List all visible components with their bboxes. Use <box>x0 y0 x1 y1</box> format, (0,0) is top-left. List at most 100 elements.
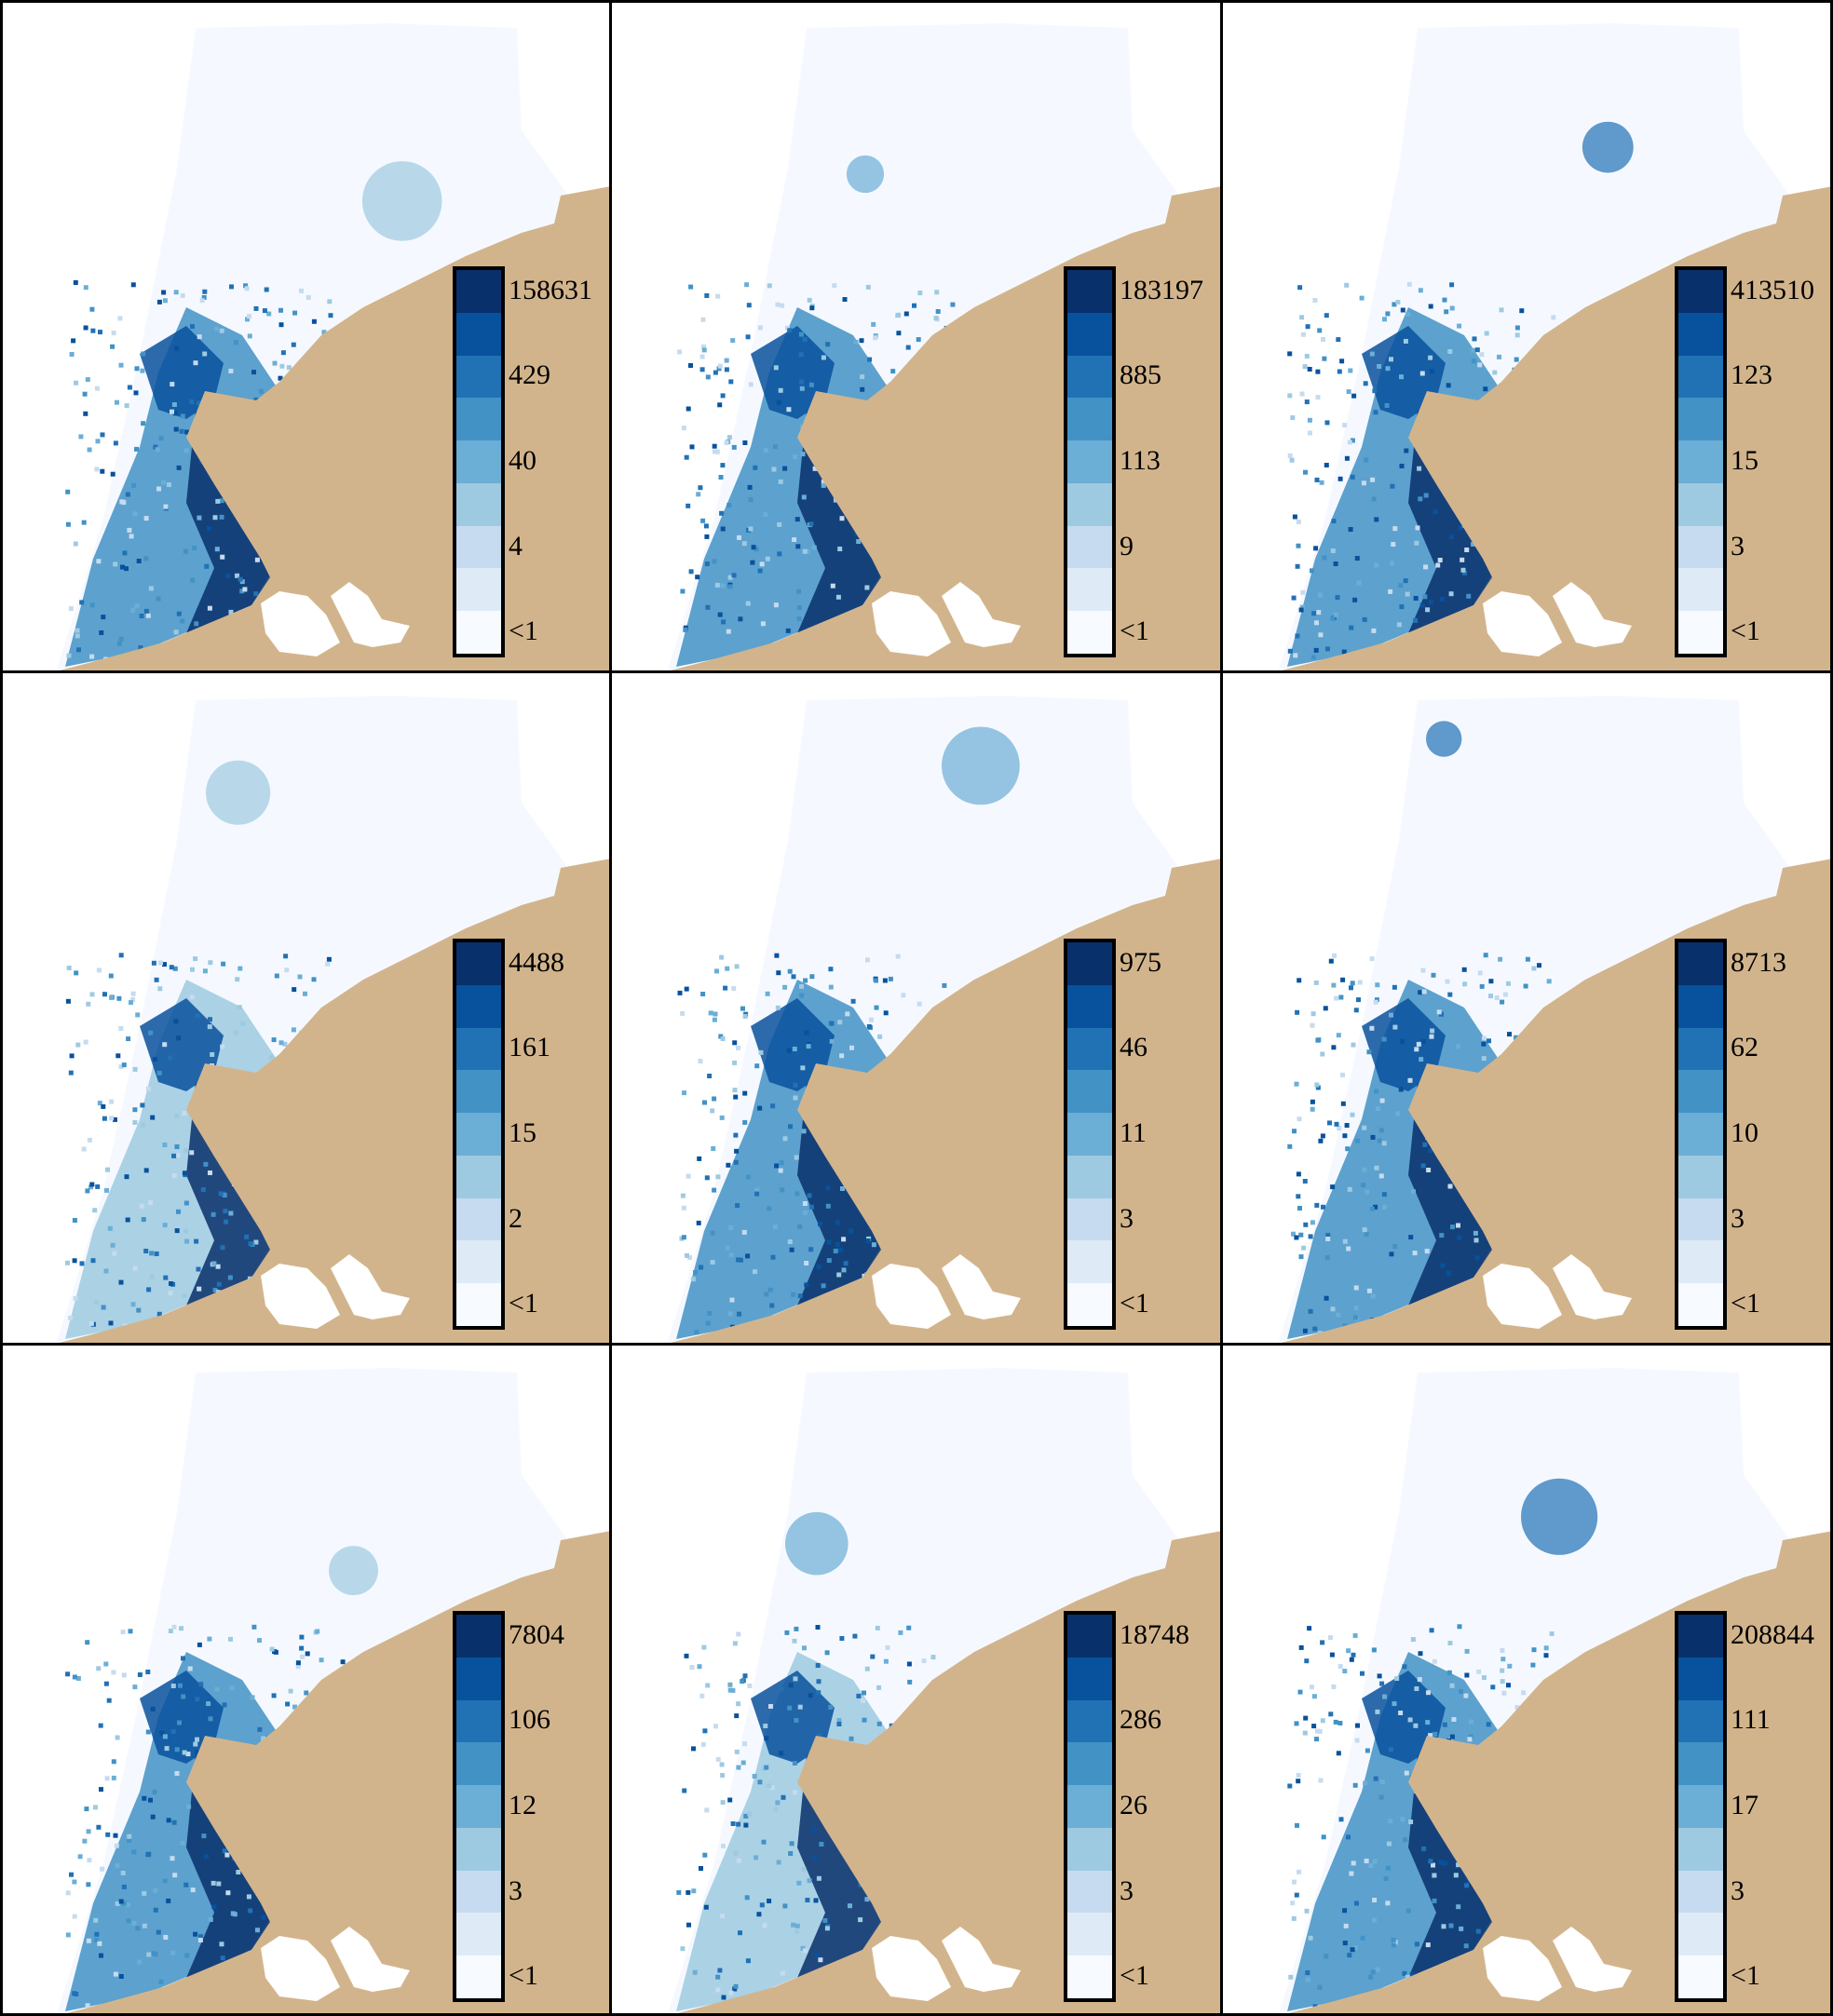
density-cell <box>696 492 701 497</box>
legend-swatch <box>1067 942 1112 986</box>
density-cell <box>1439 1011 1444 1017</box>
density-cell <box>198 1682 204 1687</box>
density-cell <box>162 1143 168 1147</box>
density-cell <box>1431 972 1436 978</box>
density-cell <box>825 1203 831 1209</box>
density-cell <box>1340 1101 1346 1106</box>
density-cell <box>807 1193 812 1198</box>
density-cell <box>89 602 95 608</box>
legend-swatch <box>456 1827 501 1872</box>
coastal-inlet <box>872 1936 951 2001</box>
density-cell <box>1302 364 1308 370</box>
legend-swatch <box>456 398 501 441</box>
density-cell <box>1391 1942 1396 1948</box>
density-cell <box>1420 1039 1426 1044</box>
density-map <box>667 696 1222 1344</box>
density-cell <box>115 1862 120 1868</box>
legend-swatch <box>1067 398 1112 441</box>
density-cell <box>110 344 115 349</box>
density-cell <box>101 1103 106 1109</box>
density-cell <box>1392 984 1397 990</box>
density-cell <box>693 1270 699 1275</box>
density-cell <box>141 421 146 426</box>
density-cell <box>163 1935 169 1940</box>
density-cell <box>228 1636 233 1642</box>
density-cell <box>1352 1945 1358 1951</box>
density-cell <box>1308 1308 1313 1314</box>
density-cell <box>752 1774 757 1779</box>
density-cell <box>1414 1942 1419 1947</box>
density-cell <box>1304 354 1310 359</box>
density-band <box>1362 998 1446 1091</box>
density-cell <box>137 1672 143 1677</box>
density-cell <box>1298 1644 1304 1650</box>
density-cell <box>115 1053 121 1059</box>
density-cell <box>75 633 80 639</box>
density-cell <box>1403 578 1408 584</box>
density-cell <box>1372 1898 1378 1902</box>
density-cell <box>720 393 726 399</box>
density-cell <box>1343 1923 1349 1928</box>
density-cell <box>694 1330 699 1334</box>
density-cell <box>1324 1255 1330 1260</box>
density-cell <box>731 444 737 450</box>
density-cell <box>170 1856 175 1861</box>
density-cell <box>1523 983 1528 989</box>
density-cell <box>1514 357 1519 362</box>
density-cell <box>793 454 798 460</box>
density-cell <box>1352 1315 1358 1320</box>
density-cell <box>907 1679 913 1685</box>
density-cell <box>692 1969 698 1975</box>
density-cell <box>860 386 865 392</box>
density-cell <box>149 1274 155 1279</box>
density-cell <box>150 1115 156 1120</box>
density-cell <box>1460 567 1466 573</box>
density-cell <box>859 338 864 344</box>
density-cell <box>66 653 72 658</box>
density-cell <box>278 307 283 313</box>
density-cell <box>777 521 782 527</box>
density-cell <box>680 1010 686 1016</box>
offshore-hotspot <box>1426 721 1462 757</box>
density-cell <box>183 548 188 554</box>
density-cell <box>871 321 876 327</box>
density-cell <box>775 302 781 307</box>
density-cell <box>764 1292 769 1297</box>
density-cell <box>762 1923 767 1928</box>
density-cell <box>178 1683 183 1688</box>
density-cell <box>734 1713 740 1719</box>
coastal-inlet <box>331 1927 410 1992</box>
density-cell <box>701 1644 707 1650</box>
legend-label: <1 <box>509 1960 538 1992</box>
density-cell <box>1428 600 1433 605</box>
density-cell <box>1422 1142 1428 1147</box>
density-cell <box>829 1038 835 1044</box>
density-cell <box>728 1224 734 1230</box>
panel-divider <box>0 1343 1833 1346</box>
density-cell <box>754 1063 760 1069</box>
density-cell <box>291 342 296 347</box>
density-cell <box>85 1640 90 1645</box>
density-cell <box>1458 525 1463 531</box>
density-cell <box>1484 331 1489 336</box>
density-cell <box>864 1666 870 1671</box>
density-cell <box>214 1686 220 1692</box>
density-cell <box>890 369 896 374</box>
density-cell <box>327 299 333 304</box>
density-cell <box>233 340 238 345</box>
density-cell <box>214 547 220 552</box>
density-cell <box>121 1062 127 1068</box>
density-cell <box>815 1625 821 1630</box>
density-cell <box>751 545 756 550</box>
density-cell <box>1506 1683 1511 1688</box>
density-cell <box>767 1783 772 1789</box>
density-cell <box>1463 1693 1469 1698</box>
density-cell <box>115 1735 120 1740</box>
density-cell <box>1521 1690 1527 1696</box>
density-cell <box>787 1705 793 1711</box>
density-cell <box>189 994 195 1000</box>
density-cell <box>1432 509 1438 515</box>
density-cell <box>105 1167 110 1172</box>
density-cell <box>114 1843 119 1848</box>
density-cell <box>719 1115 725 1120</box>
